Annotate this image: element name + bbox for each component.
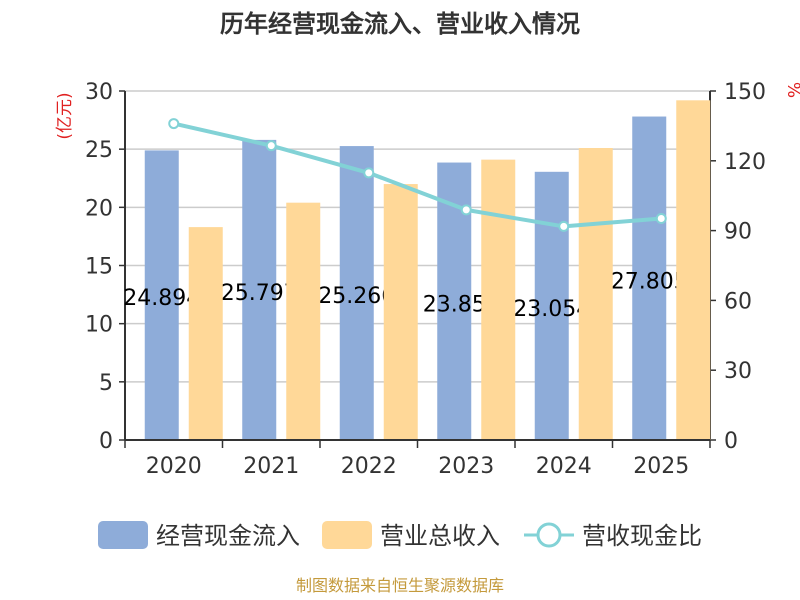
chart-title: 历年经营现金流入、营业收入情况 bbox=[220, 10, 580, 38]
bar-cash-inflow bbox=[144, 150, 179, 441]
legend-label: 营业总收入 bbox=[380, 522, 500, 550]
line-point bbox=[558, 220, 570, 232]
y-right-tick-label: 60 bbox=[724, 289, 752, 314]
x-tick-label: 2020 bbox=[146, 454, 202, 479]
x-tick-label: 2021 bbox=[243, 454, 299, 479]
legend-label: 经营现金流入 bbox=[156, 522, 300, 550]
legend-label: 营收现金比 bbox=[582, 522, 702, 550]
bar-cash-inflow bbox=[339, 146, 374, 440]
y-right-tick-label: 90 bbox=[724, 220, 752, 245]
y-left-tick-label: 10 bbox=[85, 313, 113, 338]
bar-cash-inflow bbox=[534, 171, 569, 441]
y-left-tick-label: 0 bbox=[99, 429, 113, 454]
legend-swatch bbox=[98, 521, 148, 549]
y-right-axis-label: % bbox=[783, 82, 800, 98]
x-tick-label: 2022 bbox=[341, 454, 397, 479]
line-point bbox=[655, 213, 667, 225]
bar-data-label: 27.805 bbox=[611, 269, 688, 294]
line-point bbox=[363, 167, 375, 179]
line-point bbox=[168, 118, 180, 130]
source-note: 制图数据来自恒生聚源数据库 bbox=[296, 576, 504, 595]
x-tick-label: 2024 bbox=[536, 454, 592, 479]
bar-revenue bbox=[481, 159, 516, 441]
line-point bbox=[460, 204, 472, 216]
bar-data-label: 25.266 bbox=[318, 284, 395, 309]
bar-data-label: 23.85 bbox=[423, 292, 486, 317]
bar-revenue bbox=[188, 227, 223, 440]
y-left-axis-label: (亿元) bbox=[55, 92, 75, 139]
y-left-tick-label: 15 bbox=[85, 255, 113, 280]
line-ratio bbox=[173, 121, 662, 229]
bar-data-label: 25.797 bbox=[221, 281, 298, 306]
bar-revenue bbox=[676, 100, 711, 440]
legend-line-marker bbox=[536, 522, 562, 548]
y-left-tick-label: 25 bbox=[85, 138, 113, 163]
y-right-tick-label: 30 bbox=[724, 359, 752, 384]
bar-cash-inflow bbox=[242, 139, 277, 440]
bar-revenue bbox=[383, 184, 418, 440]
line-point bbox=[265, 140, 277, 152]
y-left-tick-label: 5 bbox=[99, 371, 113, 396]
y-left-tick-label: 30 bbox=[85, 80, 113, 105]
bar-data-label: 24.894 bbox=[123, 286, 200, 311]
y-right-tick-label: 0 bbox=[724, 429, 738, 454]
y-left-tick-label: 20 bbox=[85, 196, 113, 221]
bar-cash-inflow bbox=[632, 116, 667, 441]
bar-data-label: 23.054 bbox=[513, 297, 590, 322]
bar-revenue bbox=[286, 202, 321, 440]
x-tick-label: 2025 bbox=[633, 454, 689, 479]
bar-revenue bbox=[578, 148, 613, 440]
y-right-tick-label: 150 bbox=[724, 80, 766, 105]
legend-swatch bbox=[322, 521, 372, 549]
x-tick-label: 2023 bbox=[438, 454, 494, 479]
y-right-tick-label: 120 bbox=[724, 150, 766, 175]
